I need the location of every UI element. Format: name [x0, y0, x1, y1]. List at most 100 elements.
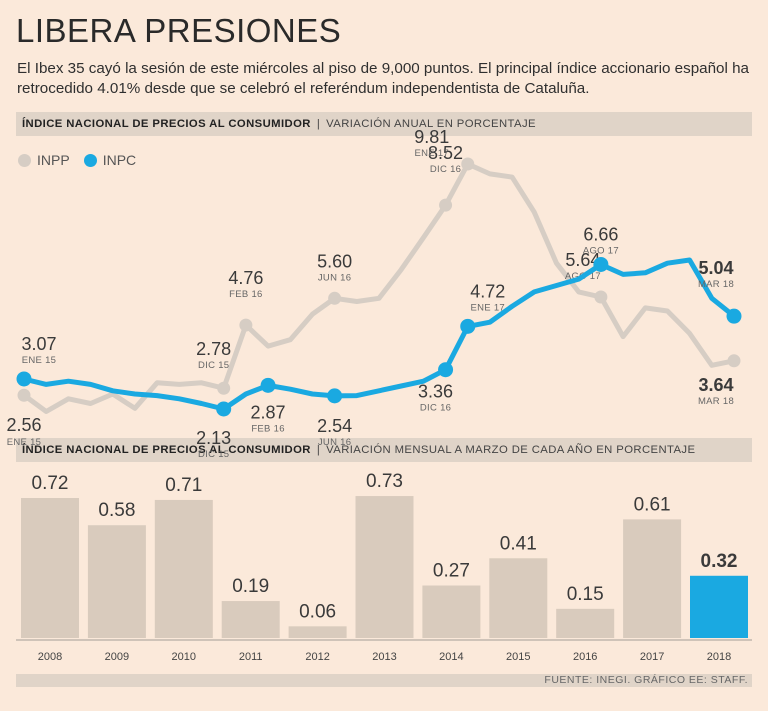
page-subtitle: El Ibex 35 cayó la sesión de este miérco… [17, 60, 749, 97]
bar-value-2015: 0.41 [500, 533, 537, 554]
bar-2012 [288, 626, 347, 638]
data-point-inpc-20 [460, 318, 476, 334]
data-label-inpp-19: 8.52 [428, 143, 463, 163]
bar-year-2012: 2012 [305, 651, 329, 663]
data-point-inpp-0 [17, 388, 31, 402]
bar-value-2012: 0.06 [299, 601, 336, 622]
date-label-inpc-20: ENE 17 [470, 302, 505, 313]
bar-year-2015: 2015 [506, 651, 530, 663]
bar-value-2014: 0.27 [433, 561, 470, 582]
line-chart-header-subtitle: VARIACIÓN ANUAL EN PORCENTAJE [326, 118, 536, 130]
bar-2015 [489, 558, 548, 638]
data-point-inpc-11 [260, 377, 276, 393]
series-line-inpp [21, 161, 737, 414]
data-point-inpc-19 [438, 362, 454, 378]
data-point-inpp-19 [439, 198, 453, 212]
data-point-inpp-32 [727, 354, 741, 368]
bar-value-2011: 0.19 [232, 576, 269, 597]
data-label-inpc-20: 4.72 [470, 281, 505, 301]
series-line-inpc [21, 257, 737, 412]
date-label-inpc-0: ENE 15 [22, 355, 57, 366]
bar-2009 [87, 525, 146, 638]
date-label-inpc-14: JUN 16 [318, 437, 351, 448]
data-label-inpc-9: 2.13 [196, 428, 231, 448]
line-chart-header-bold: ÍNDICE NACIONAL DE PRECIOS AL CONSUMIDOR [22, 118, 311, 130]
bar-year-2011: 2011 [239, 651, 263, 663]
date-label-inpc-32: MAR 18 [698, 279, 734, 290]
date-label-inpc-19: DIC 16 [420, 403, 451, 414]
bar-chart-header: ÍNDICE NACIONAL DE PRECIOS AL CONSUMIDOR… [16, 438, 752, 462]
date-label-inpc-9: DIC 15 [198, 449, 229, 460]
bar-2010 [154, 499, 213, 638]
date-label-inpc-26: AGO 17 [583, 245, 619, 256]
data-point-inpp-26 [594, 290, 608, 304]
bar-2008 [21, 498, 79, 638]
bar-year-2013: 2013 [372, 651, 396, 663]
data-point-inpp-14 [328, 291, 342, 305]
bar-chart-header-separator: | [316, 444, 321, 456]
legend-dot-inpp [18, 153, 31, 167]
legend-item-inpc: INPC [83, 152, 137, 168]
bar-value-2008: 0.72 [32, 473, 69, 494]
data-label-inpp-9: 2.78 [196, 339, 231, 359]
bar-2011 [221, 601, 280, 638]
bar-value-2013: 0.73 [366, 471, 403, 492]
bar-value-2016: 0.15 [567, 584, 604, 605]
source-note: FUENTE: INEGI. GRÁFICO EE: STAFF. [16, 674, 752, 687]
bar-year-2010: 2010 [172, 651, 196, 663]
date-label-inpp-10: FEB 16 [229, 289, 262, 300]
data-label-inpp-32: 3.64 [698, 375, 733, 395]
data-point-inpc-0 [16, 371, 32, 387]
bar-value-2009: 0.58 [98, 500, 135, 521]
data-point-inpp-9 [217, 381, 231, 395]
bar-2017 [623, 519, 682, 638]
bar-year-2018: 2018 [707, 651, 731, 663]
date-label-inpp-14: JUN 16 [318, 272, 351, 283]
data-point-inpc-14 [327, 388, 343, 404]
bar-2016 [556, 608, 615, 638]
date-label-inpp-0: ENE 15 [7, 437, 42, 448]
data-label-inpp-0: 2.56 [6, 415, 41, 435]
bar-year-2009: 2009 [105, 651, 129, 663]
bar-2014 [422, 585, 481, 638]
line-chart-header: ÍNDICE NACIONAL DE PRECIOS AL CONSUMIDOR… [16, 112, 752, 136]
legend-item-inpp: INPP [18, 152, 70, 168]
date-label-inpp-19: DIC 16 [430, 164, 461, 175]
data-point-inpc-26 [593, 256, 609, 272]
bar-value-2017: 0.61 [634, 494, 671, 515]
bar-year-2017: 2017 [640, 651, 664, 663]
bar-year-2014: 2014 [439, 651, 463, 663]
data-label-inpc-14: 2.54 [317, 416, 352, 436]
bar-chart-header-subtitle: VARIACIÓN MENSUAL A MARZO DE CADA AÑO EN… [326, 444, 696, 456]
bar-value-2010: 0.71 [165, 475, 202, 496]
legend-label-inpc: INPC [102, 152, 137, 168]
data-label-inpp-20: 9.81 [414, 127, 449, 147]
date-label-inpp-9: DIC 15 [198, 360, 229, 371]
date-label-inpp-32: MAR 18 [698, 396, 734, 407]
data-point-inpp-20 [461, 157, 475, 171]
data-point-inpc-32 [726, 308, 742, 324]
data-point-inpp-10 [239, 318, 253, 332]
bar-chart-header-bold: ÍNDICE NACIONAL DE PRECIOS AL CONSUMIDOR [22, 444, 311, 456]
line-chart-legend: INPP INPC [18, 152, 150, 168]
bar-year-2016: 2016 [573, 651, 597, 663]
legend-label-inpp: INPP [37, 152, 70, 168]
bar-value-2018: 0.32 [701, 551, 738, 572]
date-label-inpp-20: ENE 17 [414, 148, 449, 159]
bar-2013 [355, 496, 414, 638]
data-point-inpc-9 [216, 401, 232, 417]
bar-year-2008: 2008 [38, 651, 62, 663]
line-chart-header-separator: | [316, 118, 321, 130]
data-label-inpc-0: 3.07 [21, 334, 56, 354]
date-label-inpc-11: FEB 16 [251, 423, 284, 434]
data-label-inpp-10: 4.76 [228, 268, 263, 288]
bar-2018 [690, 575, 748, 638]
data-label-inpc-26: 6.66 [583, 224, 618, 244]
data-label-inpc-32: 5.04 [698, 258, 733, 278]
data-label-inpp-26: 5.64 [565, 250, 600, 270]
page-title: LIBERA PRESIONES [16, 12, 342, 49]
data-label-inpc-19: 3.36 [418, 382, 453, 402]
data-label-inpp-14: 5.60 [317, 251, 352, 271]
legend-dot-inpc [83, 153, 97, 167]
